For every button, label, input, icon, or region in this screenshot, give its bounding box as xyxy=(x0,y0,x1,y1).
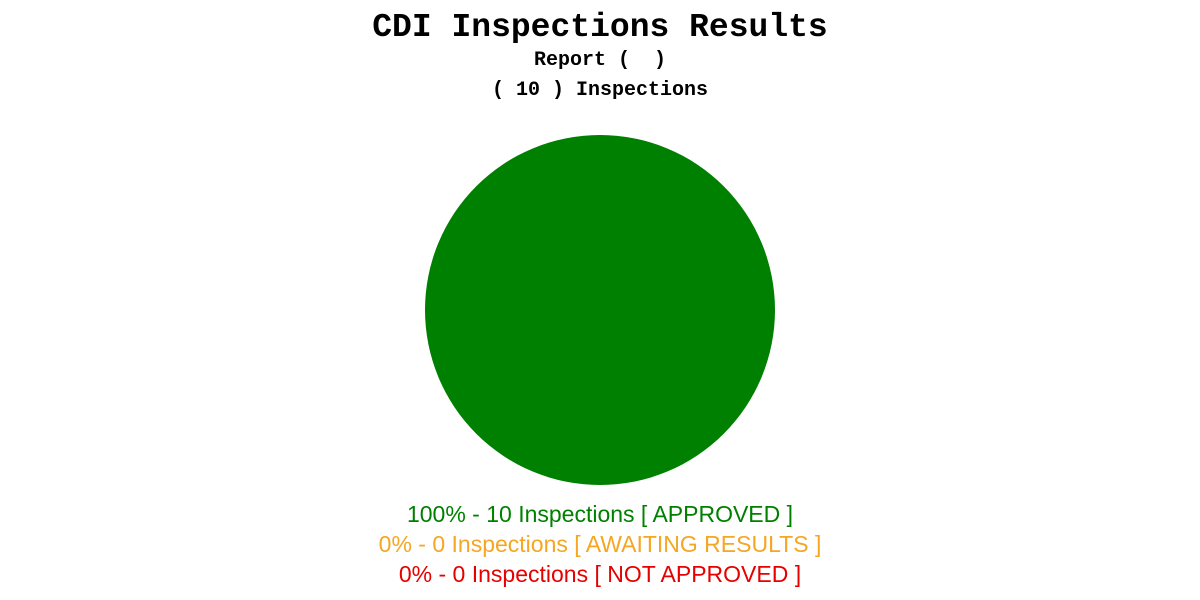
legend-entry-approved: 100% - 10 Inspections [ APPROVED ] xyxy=(406,501,794,527)
chart-subtitle-report: Report ( ) xyxy=(533,49,667,72)
legend-entry-awaiting-results: 0% - 0 Inspections [ AWAITING RESULTS ] xyxy=(378,531,822,557)
legend-entry-not-approved: 0% - 0 Inspections [ NOT APPROVED ] xyxy=(398,561,802,587)
chart-title: CDI Inspections Results xyxy=(372,9,828,46)
pie-slice-approved xyxy=(425,135,775,485)
chart-subtitle-inspections: ( 10 ) Inspections xyxy=(491,79,709,102)
